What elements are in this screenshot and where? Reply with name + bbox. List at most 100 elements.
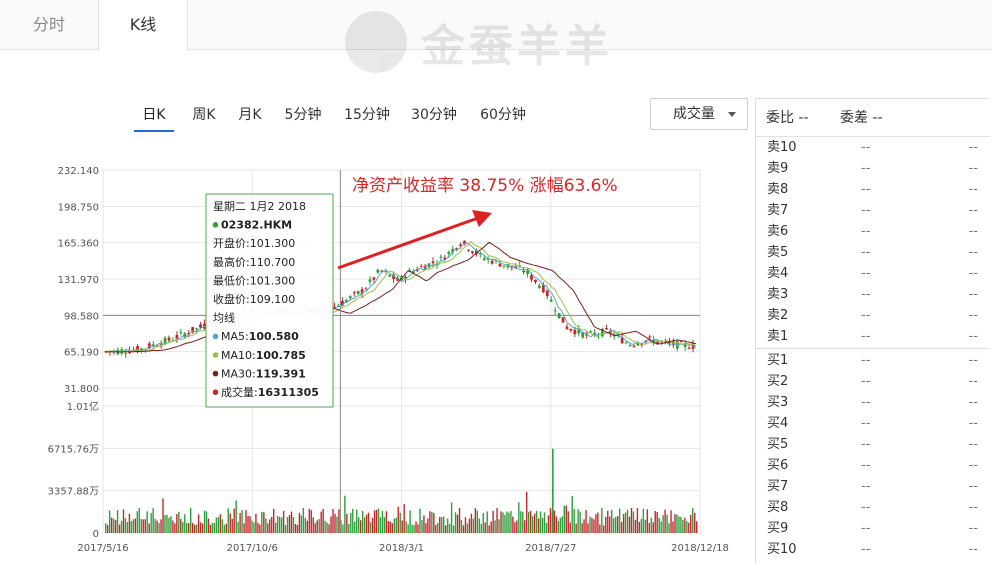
volume-bar xyxy=(599,524,601,533)
ma10-line xyxy=(104,240,697,354)
candle-body xyxy=(159,343,163,347)
period-tab-60min[interactable]: 60分钟 xyxy=(480,107,526,123)
volume-bar xyxy=(654,510,656,533)
period-tab-15min[interactable]: 15分钟 xyxy=(344,107,390,123)
volume-bar xyxy=(207,518,210,533)
volume-bar xyxy=(324,520,326,533)
volume-bar xyxy=(132,519,135,533)
period-tab-daily[interactable]: 日K xyxy=(134,98,174,132)
volume-bar xyxy=(211,522,214,533)
candle-body xyxy=(668,341,671,344)
sell-row: 卖2 -- -- xyxy=(756,305,990,326)
volume-bar xyxy=(549,508,552,533)
candle-body xyxy=(569,328,573,331)
volume-bar xyxy=(312,517,314,533)
candle-body xyxy=(348,296,352,299)
period-tab-weekly[interactable]: 周K xyxy=(192,107,216,123)
volume-bar xyxy=(342,524,344,533)
volume-bar xyxy=(630,507,633,533)
candle-body xyxy=(451,248,455,253)
buy-label: 买7 xyxy=(767,479,789,494)
volume-bar xyxy=(559,517,562,533)
volume-bar xyxy=(510,510,512,533)
volume-bar xyxy=(164,515,166,533)
volume-bar xyxy=(213,522,216,533)
candle-body xyxy=(687,347,691,349)
volume-bar xyxy=(644,519,647,533)
volume-bar xyxy=(464,517,467,533)
candle-body xyxy=(541,284,545,293)
candle-body xyxy=(482,258,486,260)
volume-bar xyxy=(363,517,366,533)
volume-bar xyxy=(387,521,390,533)
volume-bar xyxy=(243,523,245,533)
volume-bar xyxy=(108,510,111,533)
volume-bar xyxy=(642,508,645,533)
candle-body xyxy=(427,263,431,268)
volume-bar xyxy=(490,521,492,533)
volume-bar xyxy=(182,522,184,533)
tooltip-ma5-value: 100.580 xyxy=(249,330,299,343)
kline-chart[interactable]: 232.140 198.750 165.360 131.970 98.580 65.190… xyxy=(0,155,750,564)
volume-bar xyxy=(454,512,457,533)
candle-body xyxy=(352,292,356,294)
volume-bar xyxy=(352,508,354,533)
buy-volume: -- xyxy=(968,353,978,368)
volume-bar xyxy=(614,516,617,533)
volume-bar xyxy=(186,522,188,533)
candle-body xyxy=(392,274,396,279)
volume-bar xyxy=(112,518,115,533)
volume-bar xyxy=(338,509,340,533)
candle-body xyxy=(526,270,529,275)
volume-bar xyxy=(684,517,686,533)
buy-volume: -- xyxy=(968,437,978,452)
sell-row: 卖7 -- -- xyxy=(756,200,990,221)
volume-bar xyxy=(150,513,152,533)
buy-row: 买10 -- -- xyxy=(756,539,990,560)
tooltip-close: 收盘价:109.100 xyxy=(213,292,295,306)
volume-bar xyxy=(142,519,144,533)
period-tab-30min[interactable]: 30分钟 xyxy=(411,107,457,123)
volume-bar xyxy=(504,514,506,533)
volume-bar xyxy=(290,511,293,533)
candle-body xyxy=(376,269,380,273)
sell-row: 卖8 -- -- xyxy=(756,179,990,200)
volume-bar xyxy=(316,520,318,533)
volume-bar xyxy=(356,509,358,533)
volume-bar xyxy=(634,519,637,533)
volume-bar xyxy=(203,510,206,533)
candle-body xyxy=(530,274,533,280)
volume-bar xyxy=(197,514,200,533)
volume-bar xyxy=(241,510,243,533)
volume-bar xyxy=(472,518,475,533)
tab-kline[interactable]: K线 xyxy=(98,0,188,51)
indicator-select[interactable]: 成交量 xyxy=(650,98,748,130)
volume-bar xyxy=(624,512,627,533)
candle-body xyxy=(573,329,577,335)
tab-intraday[interactable]: 分时 xyxy=(32,15,65,34)
period-tab-monthly[interactable]: 月K xyxy=(238,107,262,123)
period-tab-5min[interactable]: 5分钟 xyxy=(284,107,322,123)
volume-bar xyxy=(322,508,324,533)
candle-body xyxy=(191,327,195,333)
volume-tick-label: 1.01亿 xyxy=(67,400,99,413)
candle-body xyxy=(419,266,423,268)
volume-bar xyxy=(516,520,518,533)
watermark-logo-icon xyxy=(345,11,407,73)
volume-bar xyxy=(223,524,225,533)
volume-bar xyxy=(239,513,241,533)
volume-bar xyxy=(152,508,154,533)
tooltip-ma30-label: MA30: xyxy=(221,367,256,380)
buy-volume: -- xyxy=(968,479,978,494)
buy-label: 买1 xyxy=(767,353,789,368)
candle-body xyxy=(640,344,644,346)
volume-bar xyxy=(668,523,670,533)
candle-body xyxy=(380,270,384,272)
sell-volume: -- xyxy=(968,140,978,155)
volume-bar xyxy=(547,515,550,533)
candle-body xyxy=(656,341,659,344)
volume-bar xyxy=(620,522,623,533)
sell-volume: -- xyxy=(968,203,978,218)
volume-bar xyxy=(276,515,279,533)
volume-bar xyxy=(399,512,401,533)
